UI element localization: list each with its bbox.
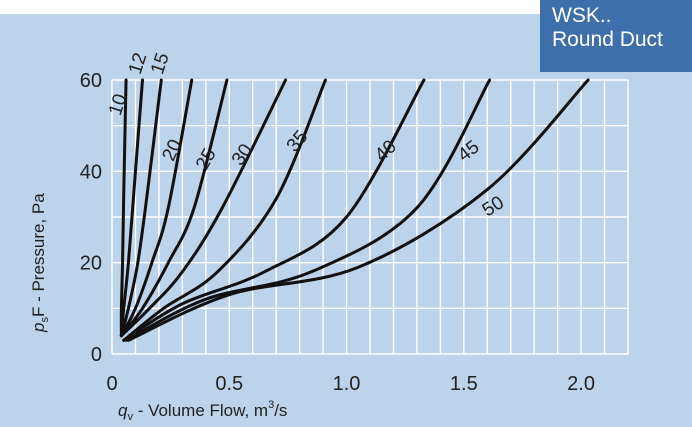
product-badge: WSK.. Round Duct — [540, 0, 692, 72]
grid-lines — [111, 79, 629, 355]
x-tick-label: 1.5 — [450, 373, 478, 395]
y-tick-label: 40 — [80, 161, 102, 183]
curve-series-12 — [119, 78, 144, 338]
y-tick-label: 20 — [80, 253, 102, 275]
x-tick-labels: 0 0.5 1.0 1.5 2.0 — [106, 373, 595, 395]
curve-label-25: 25 — [192, 145, 221, 174]
curve-series-30 — [119, 78, 288, 338]
curve-series-15 — [119, 78, 163, 338]
x-axis-label: qv - Volume Flow, m3/s — [118, 399, 287, 423]
curve-series-40 — [122, 78, 426, 342]
curve-series — [119, 78, 590, 342]
y-axis-label: psF - Pressure, Pa — [29, 193, 51, 333]
curve-label-35: 35 — [283, 127, 313, 157]
curve-series-25 — [119, 78, 229, 338]
curve-series-20 — [119, 78, 194, 338]
badge-line-2: Round Duct — [552, 28, 663, 51]
curve-series-10 — [119, 78, 128, 338]
curve-label-15: 15 — [147, 50, 174, 77]
y-tick-label: 0 — [91, 344, 102, 366]
y-tick-labels: 0 20 40 60 — [80, 70, 102, 366]
curve-label-12: 12 — [125, 50, 152, 77]
x-tick-label: 0 — [106, 373, 117, 395]
curve-series-50 — [126, 78, 590, 342]
curve-series-45 — [124, 78, 492, 342]
badge-line-1: WSK.. — [552, 4, 612, 27]
x-tick-label: 1.0 — [333, 373, 361, 395]
x-tick-label: 2.0 — [567, 373, 595, 395]
y-tick-label: 60 — [80, 70, 102, 92]
top-white-strip — [0, 0, 540, 14]
x-tick-label: 0.5 — [215, 373, 243, 395]
curve-label-40: 40 — [371, 136, 401, 166]
curve-label-10: 10 — [105, 91, 132, 118]
curve-series-35 — [122, 78, 327, 342]
